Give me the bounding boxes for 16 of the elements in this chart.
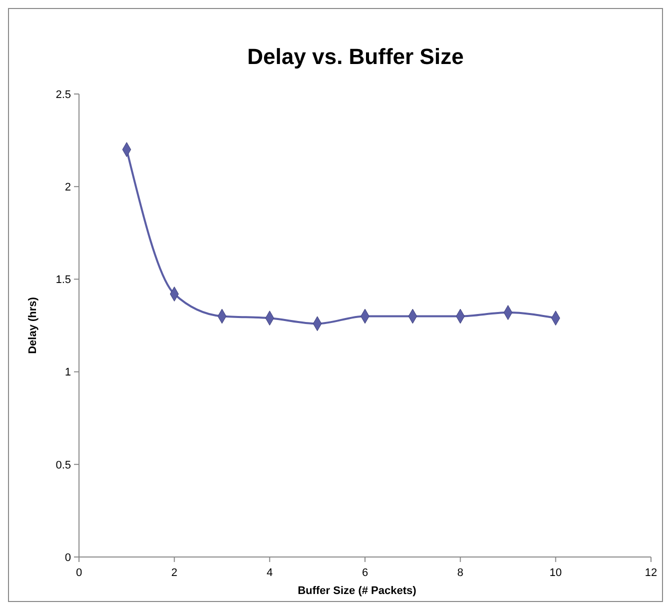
y-tick-label: 1.5: [56, 274, 71, 286]
x-tick-label: 0: [76, 567, 82, 579]
x-tick-label: 8: [457, 567, 464, 579]
x-tick-label: 4: [266, 567, 273, 579]
x-tick-label: 12: [644, 567, 658, 579]
y-tick-label: 0: [64, 552, 71, 564]
x-axis-title: Buffer Size (# Packets): [298, 585, 417, 597]
y-tick-label: 1: [64, 366, 71, 379]
x-tick-label: 6: [362, 567, 368, 579]
x-tick-label: 10: [550, 567, 562, 579]
x-tick-label: 2: [171, 567, 178, 579]
y-axis-title: Delay (hrs): [27, 296, 39, 354]
y-tick-label: 2: [64, 181, 71, 194]
chart-title: Delay vs. Buffer Size: [247, 44, 464, 69]
y-tick-label: 0.5: [56, 459, 71, 472]
y-tick-label: 2.5: [56, 88, 71, 101]
